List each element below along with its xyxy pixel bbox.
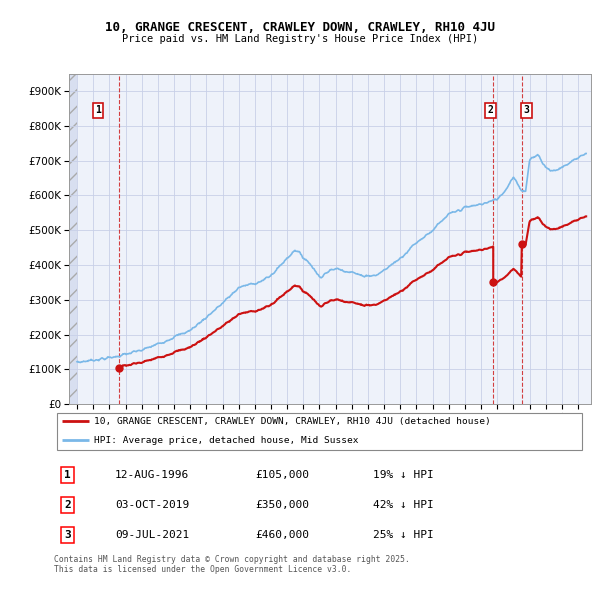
Text: Price paid vs. HM Land Registry's House Price Index (HPI): Price paid vs. HM Land Registry's House … bbox=[122, 34, 478, 44]
Text: Contains HM Land Registry data © Crown copyright and database right 2025.
This d: Contains HM Land Registry data © Crown c… bbox=[54, 555, 410, 574]
Text: 3: 3 bbox=[523, 105, 529, 115]
Text: 3: 3 bbox=[64, 530, 71, 540]
Text: 09-JUL-2021: 09-JUL-2021 bbox=[115, 530, 190, 540]
Text: 42% ↓ HPI: 42% ↓ HPI bbox=[373, 500, 433, 510]
Text: 1: 1 bbox=[64, 470, 71, 480]
Text: HPI: Average price, detached house, Mid Sussex: HPI: Average price, detached house, Mid … bbox=[94, 435, 358, 445]
Text: 2: 2 bbox=[64, 500, 71, 510]
Text: £460,000: £460,000 bbox=[256, 530, 310, 540]
Text: 2: 2 bbox=[488, 105, 494, 115]
Text: 19% ↓ HPI: 19% ↓ HPI bbox=[373, 470, 433, 480]
Text: 10, GRANGE CRESCENT, CRAWLEY DOWN, CRAWLEY, RH10 4JU: 10, GRANGE CRESCENT, CRAWLEY DOWN, CRAWL… bbox=[105, 21, 495, 34]
Text: 25% ↓ HPI: 25% ↓ HPI bbox=[373, 530, 433, 540]
Bar bbox=[69, 74, 77, 404]
Bar bbox=[69, 74, 77, 404]
Text: £105,000: £105,000 bbox=[256, 470, 310, 480]
Text: 1: 1 bbox=[95, 105, 101, 115]
FancyBboxPatch shape bbox=[56, 413, 583, 450]
Text: 10, GRANGE CRESCENT, CRAWLEY DOWN, CRAWLEY, RH10 4JU (detached house): 10, GRANGE CRESCENT, CRAWLEY DOWN, CRAWL… bbox=[94, 417, 491, 426]
Text: £350,000: £350,000 bbox=[256, 500, 310, 510]
Text: 12-AUG-1996: 12-AUG-1996 bbox=[115, 470, 190, 480]
Text: 03-OCT-2019: 03-OCT-2019 bbox=[115, 500, 190, 510]
